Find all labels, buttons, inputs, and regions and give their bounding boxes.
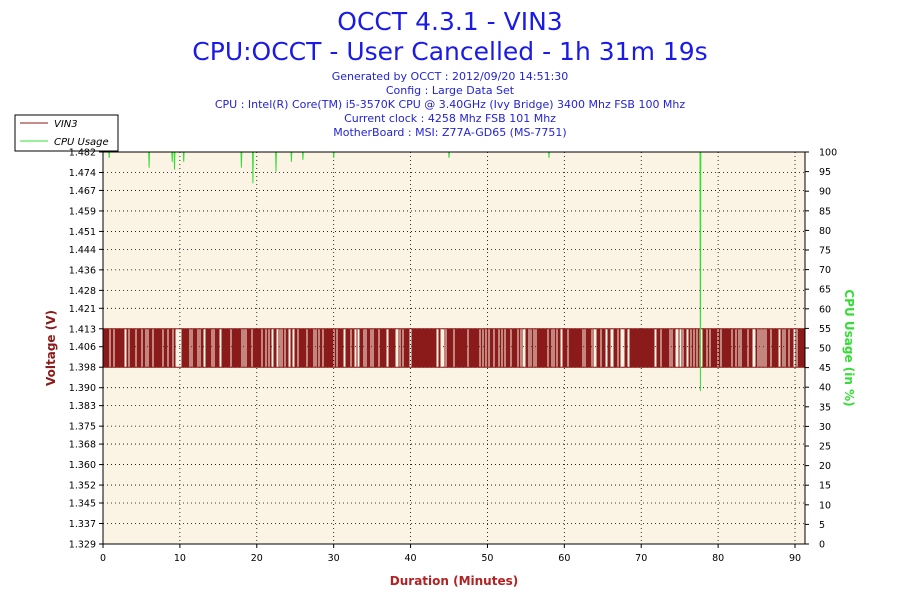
y-tick-label: 1.413 [69, 324, 96, 335]
y-tick-label: 1.352 [69, 481, 96, 492]
vin3-series [102, 328, 806, 368]
y2-tick-label: 5 [819, 520, 825, 531]
x-axis-label: Duration (Minutes) [390, 574, 518, 588]
y2-tick-label: 95 [819, 167, 831, 178]
y2-tick-label: 10 [819, 500, 831, 511]
y-tick-label: 1.368 [69, 440, 96, 451]
y2-tick-label: 100 [819, 148, 837, 159]
y-tick-label: 1.337 [69, 519, 96, 530]
y-tick-label: 1.421 [69, 304, 96, 315]
y2-tick-label: 65 [819, 285, 831, 296]
y2-tick-label: 90 [819, 187, 831, 198]
y-axis-label: Voltage (V) [44, 310, 58, 386]
meta-motherboard: MotherBoard : MSI: Z77A-GD65 (MS-7751) [333, 126, 566, 139]
chart-header: OCCT 4.3.1 - VIN3 CPU:OCCT - User Cancel… [192, 7, 707, 139]
y-tick-label: 1.406 [69, 342, 96, 353]
y2-tick-label: 55 [819, 324, 831, 335]
x-tick-label: 90 [789, 553, 801, 564]
y2-tick-label: 60 [819, 304, 831, 315]
meta-config: Config : Large Data Set [386, 84, 515, 97]
y2-tick-label: 35 [819, 402, 831, 413]
meta-current-clock: Current clock : 4258 Mhz FSB 101 Mhz [344, 112, 556, 125]
legend-box [14, 114, 119, 152]
x-tick-label: 0 [100, 553, 106, 564]
x-tick-label: 80 [712, 553, 724, 564]
x-tick-label: 40 [405, 553, 417, 564]
y2-tick-label: 25 [819, 442, 831, 453]
y-tick-label: 1.383 [69, 401, 96, 412]
y-tick-label: 1.360 [69, 460, 96, 471]
x-tick-label: 60 [558, 553, 570, 564]
y-tick-label: 1.436 [69, 265, 96, 276]
y2-tick-label: 70 [819, 265, 831, 276]
y2-axis-label: CPU Usage (in %) [842, 289, 856, 406]
y2-tick-label: 75 [819, 246, 831, 257]
y2-tick-label: 45 [819, 363, 831, 374]
y2-tick-label: 20 [819, 461, 831, 472]
plot-area [103, 152, 805, 544]
y2-tick-label: 40 [819, 383, 831, 394]
y-tick-label: 1.459 [69, 206, 96, 217]
y2-tick-label: 80 [819, 226, 831, 237]
x-tick-label: 10 [174, 553, 186, 564]
chart-title: OCCT 4.3.1 - VIN3 [337, 7, 562, 36]
y-tick-label: 1.482 [69, 148, 96, 159]
y-tick-label: 1.398 [69, 363, 96, 374]
y2-axis-ticks: 0 5 10 15 20 25 30 35 40 45 50 55 60 65 70 75 80 85 90 95 10… [805, 148, 837, 551]
x-axis-ticks: 0 10 20 30 40 50 60 70 80 90 [100, 544, 801, 564]
y-tick-label: 1.345 [69, 499, 96, 510]
y2-tick-label: 0 [819, 540, 825, 551]
chart-subtitle: CPU:OCCT - User Cancelled - 1h 31m 19s [192, 37, 707, 66]
y-tick-label: 1.467 [69, 186, 96, 197]
x-tick-label: 30 [328, 553, 340, 564]
y2-tick-label: 15 [819, 481, 831, 492]
y-tick-label: 1.375 [69, 422, 96, 433]
y-axis-ticks: 1.329 1.337 1.345 1.352 1.360 1.368 1.375 1.383… [69, 148, 103, 551]
x-tick-label: 70 [635, 553, 647, 564]
legend-label-cpu-usage: CPU Usage [54, 137, 109, 148]
y2-tick-label: 50 [819, 344, 831, 355]
legend-label-vin3: VIN3 [54, 119, 78, 130]
x-tick-label: 20 [251, 553, 263, 564]
y-tick-label: 1.474 [69, 168, 96, 179]
y-tick-label: 1.329 [69, 540, 96, 551]
y2-tick-label: 30 [819, 422, 831, 433]
y-tick-label: 1.390 [69, 383, 96, 394]
x-tick-label: 50 [481, 553, 493, 564]
y-tick-label: 1.444 [69, 245, 96, 256]
y-tick-label: 1.451 [69, 227, 96, 238]
y2-tick-label: 85 [819, 206, 831, 217]
meta-generated: Generated by OCCT : 2012/09/20 14:51:30 [332, 70, 569, 83]
meta-cpu: CPU : Intel(R) Core(TM) i5-3570K CPU @ 3… [215, 98, 686, 111]
y-tick-label: 1.428 [69, 286, 96, 297]
legend: VIN3 CPU Usage [14, 114, 119, 152]
